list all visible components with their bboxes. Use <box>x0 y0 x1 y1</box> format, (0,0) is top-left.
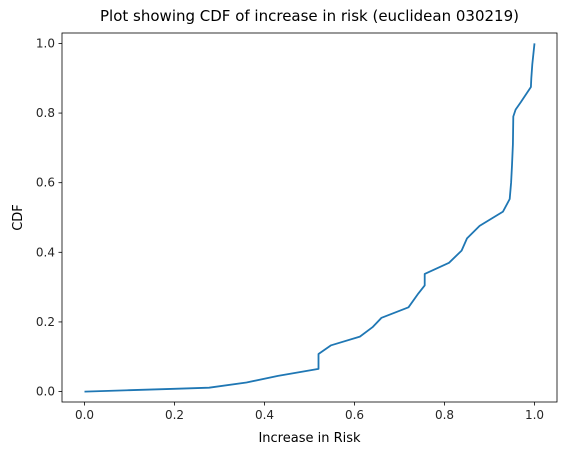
y-tick-label: 0.8 <box>36 106 55 120</box>
x-tick-label: 0.6 <box>345 408 364 422</box>
x-axis-ticks: 0.0 0.2 0.4 0.6 0.8 1.0 <box>75 402 544 422</box>
x-axis-label: Increase in Risk <box>258 431 361 446</box>
y-axis-label: CDF <box>11 204 26 231</box>
x-tick-label: 0.4 <box>255 408 274 422</box>
cdf-series-line <box>84 43 536 393</box>
y-tick-label: 0.4 <box>36 245 55 259</box>
chart-title: Plot showing CDF of increase in risk (eu… <box>100 7 519 25</box>
x-tick-label: 0.2 <box>165 408 184 422</box>
y-axis-ticks: 0.0 0.2 0.4 0.6 0.8 1.0 <box>36 36 62 399</box>
plot-area <box>61 32 558 403</box>
x-tick-label: 0.8 <box>435 408 454 422</box>
y-tick-label: 1.0 <box>36 36 55 50</box>
x-tick-label: 0.0 <box>75 408 94 422</box>
x-tick-label: 1.0 <box>525 408 544 422</box>
y-tick-label: 0.0 <box>36 385 55 399</box>
y-tick-label: 0.6 <box>36 176 55 190</box>
y-tick-label: 0.2 <box>36 315 55 329</box>
